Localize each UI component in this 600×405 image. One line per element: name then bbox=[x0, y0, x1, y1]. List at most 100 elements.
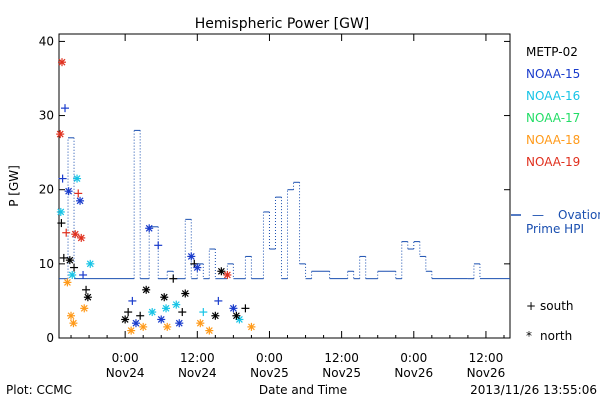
legend-entry-noaa-15: NOAA-15 bbox=[526, 67, 580, 81]
point-north bbox=[121, 315, 130, 324]
footer-plot-credit: Plot: CCMC bbox=[6, 383, 72, 397]
x-tick-time-label: 12:00 bbox=[324, 351, 359, 365]
point-north bbox=[64, 187, 73, 196]
plot-frame bbox=[58, 33, 511, 339]
point-south bbox=[57, 219, 66, 228]
point-south bbox=[58, 174, 67, 183]
point-north bbox=[69, 319, 78, 328]
marker-legend-symbol: + bbox=[526, 299, 536, 313]
point-south bbox=[241, 304, 250, 313]
point-north bbox=[56, 207, 65, 216]
point-north bbox=[181, 289, 190, 298]
ovation-legend-label-line1: Ovation bbox=[558, 208, 600, 222]
ovation-legend-dash: — bbox=[532, 208, 544, 222]
x-axis-ticks: 0:00Nov2412:00Nov240:00Nov2512:00Nov250:… bbox=[70, 34, 506, 380]
legend-entry-metp-02: METP-02 bbox=[526, 45, 578, 59]
point-north bbox=[76, 196, 85, 205]
legend-entry-noaa-16: NOAA-16 bbox=[526, 89, 580, 103]
point-south bbox=[79, 270, 88, 279]
point-north bbox=[211, 311, 220, 320]
point-north bbox=[142, 285, 151, 294]
legend-entry-noaa-18: NOAA-18 bbox=[526, 133, 580, 147]
point-south bbox=[70, 263, 79, 272]
y-tick-label: 10 bbox=[39, 257, 54, 271]
point-north bbox=[160, 293, 169, 302]
marker-legend: + south * north bbox=[526, 299, 574, 343]
chart-title: Hemispheric Power [GW] bbox=[195, 16, 370, 32]
point-north bbox=[172, 300, 181, 309]
marker-legend-label-south: south bbox=[540, 299, 574, 313]
point-south bbox=[74, 189, 83, 198]
point-north bbox=[187, 252, 196, 261]
point-north bbox=[163, 322, 172, 331]
y-axis-ticks: 0 10 20 30 40 bbox=[39, 34, 510, 345]
y-tick-label: 20 bbox=[39, 183, 54, 197]
y-tick-label: 40 bbox=[39, 34, 54, 48]
y-tick-label: 30 bbox=[39, 109, 54, 123]
x-tick-date-label: Nov26 bbox=[467, 366, 506, 380]
point-north bbox=[80, 304, 89, 313]
legend: METP-02 NOAA-15 NOAA-16 NOAA-17 NOAA-18 NOAA-… bbox=[526, 45, 580, 169]
point-north bbox=[232, 311, 241, 320]
point-north bbox=[217, 267, 226, 276]
marker-legend-symbol: * bbox=[526, 329, 532, 343]
point-north bbox=[86, 259, 95, 268]
point-south bbox=[169, 274, 178, 283]
point-south bbox=[136, 311, 145, 320]
x-tick-time-label: 12:00 bbox=[469, 351, 504, 365]
point-north bbox=[247, 322, 256, 331]
point-north bbox=[193, 263, 202, 272]
point-north bbox=[127, 326, 136, 335]
point-south bbox=[178, 308, 187, 317]
legend-entry-noaa-17: NOAA-17 bbox=[526, 111, 580, 125]
point-north bbox=[157, 315, 166, 324]
x-axis-label: Date and Time bbox=[259, 383, 347, 397]
point-north bbox=[175, 319, 184, 328]
x-tick-time-label: 12:00 bbox=[180, 351, 215, 365]
point-south bbox=[128, 296, 137, 305]
data-points-layer bbox=[56, 58, 256, 335]
point-north bbox=[145, 224, 154, 233]
point-north bbox=[223, 270, 232, 279]
footer-timestamp: 2013/11/26 13:55:06 bbox=[470, 383, 597, 397]
point-north bbox=[83, 293, 92, 302]
point-south bbox=[82, 285, 91, 294]
point-south bbox=[62, 228, 71, 237]
x-tick-time-label: 0:00 bbox=[400, 351, 427, 365]
point-north bbox=[73, 174, 82, 183]
y-axis-label: P [GW] bbox=[7, 165, 21, 207]
x-tick-date-label: Nov25 bbox=[322, 366, 361, 380]
point-north bbox=[56, 130, 65, 139]
x-tick-date-label: Nov24 bbox=[178, 366, 217, 380]
point-north bbox=[68, 270, 77, 279]
point-north bbox=[196, 319, 205, 328]
point-south bbox=[59, 253, 68, 262]
legend-entry-noaa-19: NOAA-19 bbox=[526, 155, 580, 169]
ovation-legend-label-line2: Prime HPI bbox=[526, 222, 584, 236]
point-south bbox=[214, 296, 223, 305]
point-north bbox=[65, 256, 74, 265]
point-south bbox=[61, 104, 70, 113]
point-north bbox=[229, 304, 238, 313]
x-tick-date-label: Nov25 bbox=[250, 366, 289, 380]
y-tick-label: 0 bbox=[46, 331, 54, 345]
x-tick-time-label: 0:00 bbox=[112, 351, 139, 365]
ovation-legend: — Ovation Prime HPI bbox=[511, 208, 600, 236]
point-south bbox=[124, 308, 133, 317]
x-tick-date-label: Nov24 bbox=[106, 366, 145, 380]
point-north bbox=[77, 233, 86, 242]
point-north bbox=[148, 308, 157, 317]
x-tick-date-label: Nov26 bbox=[394, 366, 433, 380]
x-tick-time-label: 0:00 bbox=[256, 351, 283, 365]
point-north bbox=[67, 311, 76, 320]
point-north bbox=[139, 322, 148, 331]
point-north bbox=[131, 319, 140, 328]
point-north bbox=[205, 326, 214, 335]
point-south bbox=[154, 241, 163, 250]
point-north bbox=[63, 278, 72, 287]
point-south bbox=[199, 308, 208, 317]
point-north bbox=[71, 230, 80, 239]
